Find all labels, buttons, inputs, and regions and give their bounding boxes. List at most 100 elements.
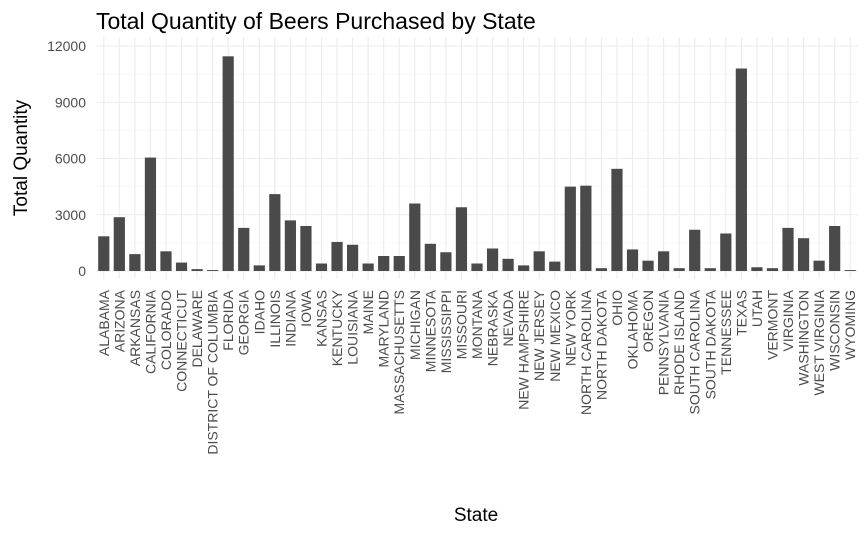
- x-tick-label: NEW MEXICO: [547, 290, 563, 382]
- x-tick-label: IDAHO: [251, 290, 267, 334]
- bar: [626, 249, 639, 271]
- x-tick-label: NORTH CAROLINA: [578, 289, 594, 415]
- bar: [207, 270, 219, 271]
- x-tick-label: MASSACHUSETTS: [391, 290, 407, 414]
- bar: [129, 254, 141, 271]
- bar: [222, 56, 234, 271]
- bar: [844, 270, 856, 271]
- bar: [378, 256, 390, 271]
- x-tick-label: CONNECTICUT: [174, 290, 190, 392]
- x-tick-label: TENNESSEE: [718, 290, 734, 375]
- bar: [595, 268, 608, 271]
- bar: [393, 256, 405, 271]
- chart-title: Total Quantity of Beers Purchased by Sta…: [96, 8, 536, 34]
- bar: [331, 241, 343, 271]
- x-tick-label: MARYLAND: [376, 290, 392, 368]
- x-tick-label: ILLINOIS: [267, 290, 283, 348]
- x-tick-label: NORTH DAKOTA: [593, 289, 609, 400]
- bar: [611, 168, 623, 271]
- bar: [284, 220, 296, 271]
- bar: [689, 229, 701, 271]
- x-axis-title: State: [454, 505, 498, 526]
- x-tick-label: COLORADO: [158, 290, 174, 370]
- bar: [191, 269, 203, 271]
- y-tick-label: 3000: [55, 207, 86, 223]
- bar: [735, 68, 747, 271]
- bar: [766, 268, 779, 271]
- x-tick-label: MISSISSIPPI: [438, 290, 454, 373]
- y-axis-title: Total Quantity: [11, 99, 32, 216]
- x-tick-label: NEW JERSEY: [531, 289, 547, 381]
- x-tick-label: KANSAS: [313, 290, 329, 347]
- x-tick-label: WYOMING: [842, 290, 858, 360]
- x-tick-label: OREGON: [640, 290, 656, 352]
- bar: [409, 203, 421, 271]
- bar: [751, 267, 763, 271]
- bar: [564, 186, 576, 271]
- bar: [486, 248, 499, 271]
- y-tick-label: 9000: [55, 94, 86, 110]
- x-tick-label: OHIO: [609, 290, 625, 326]
- x-tick-label: MONTANA: [469, 289, 485, 359]
- bar: [782, 227, 794, 271]
- x-tick-label: MINNESOTA: [422, 289, 438, 372]
- x-axis-tick-labels: ALABAMA ARIZONA ARKANSAS CALIFORNIA COLORADO…: [96, 289, 858, 454]
- x-tick-label: IOWA: [298, 289, 314, 326]
- bar: [673, 268, 685, 271]
- x-tick-label: SOUTH CAROLINA: [687, 289, 703, 414]
- bar: [502, 258, 514, 271]
- x-tick-label: WISCONSIN: [827, 290, 843, 371]
- x-tick-label: VIRGINIA: [780, 289, 796, 351]
- bar: [642, 260, 654, 271]
- bars: [98, 56, 856, 271]
- bar: [455, 207, 468, 271]
- bar: [533, 251, 545, 271]
- x-tick-label: WEST VIRGINIA: [811, 289, 827, 395]
- bar: [144, 157, 157, 271]
- bar: [424, 243, 436, 271]
- bar: [720, 233, 732, 271]
- x-tick-label: KENTUCKY: [329, 289, 345, 366]
- x-tick-label: FLORIDA: [220, 289, 236, 350]
- bar: [580, 185, 592, 271]
- y-tick-label: 12000: [47, 38, 86, 54]
- x-tick-label: TEXAS: [733, 290, 749, 336]
- bar: [813, 260, 825, 271]
- bar: [160, 251, 172, 271]
- bar: [440, 252, 452, 271]
- bar: [175, 262, 188, 271]
- x-tick-label: OKLAHOMA: [625, 289, 641, 369]
- bar: [269, 194, 281, 271]
- bar: [98, 236, 110, 271]
- bar: [300, 226, 312, 271]
- y-tick-label: 0: [78, 263, 86, 279]
- x-tick-label: RHODE ISLAND: [671, 290, 687, 395]
- x-tick-label: INDIANA: [282, 289, 298, 346]
- x-tick-label: DELAWARE: [189, 290, 205, 368]
- bar: [518, 265, 530, 271]
- x-tick-label: DISTRICT OF COLUMBIA: [205, 289, 221, 454]
- x-tick-label: MISSOURI: [453, 290, 469, 359]
- x-tick-label: NEW YORK: [562, 289, 578, 366]
- bar: [362, 263, 374, 271]
- bar: [253, 265, 265, 271]
- bar: [471, 263, 483, 271]
- bar: [238, 227, 250, 271]
- x-tick-label: CALIFORNIA: [142, 289, 158, 374]
- x-tick-label: NEBRASKA: [485, 289, 501, 366]
- bar: [346, 244, 359, 271]
- y-tick-label: 6000: [55, 151, 86, 167]
- x-tick-label: NEVADA: [500, 289, 516, 346]
- bar: [549, 261, 561, 271]
- bar: [315, 263, 328, 271]
- x-tick-label: MICHIGAN: [407, 290, 423, 360]
- x-tick-label: GEORGIA: [236, 289, 252, 355]
- bar: [658, 251, 670, 271]
- bar: [797, 238, 810, 271]
- x-tick-label: SOUTH DAKOTA: [702, 289, 718, 399]
- x-tick-label: ARKANSAS: [127, 290, 143, 366]
- x-tick-label: UTAH: [749, 290, 765, 327]
- x-tick-label: NEW HAMPSHIRE: [516, 290, 532, 410]
- x-tick-label: LOUISIANA: [345, 289, 361, 364]
